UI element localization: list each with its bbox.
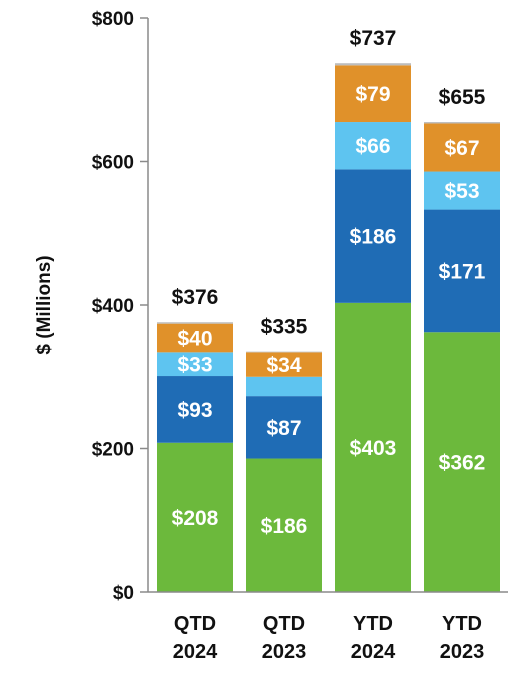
x-tick-label: 2023 bbox=[440, 641, 485, 663]
y-tick-label: $800 bbox=[92, 9, 134, 30]
y-tick-label: $400 bbox=[92, 296, 134, 317]
data-label: $403 bbox=[350, 437, 397, 460]
bar-segment bbox=[246, 376, 322, 397]
data-label: $53 bbox=[444, 180, 479, 203]
data-label: $87 bbox=[266, 417, 301, 440]
data-label: $34 bbox=[266, 354, 301, 377]
data-label: $67 bbox=[444, 137, 479, 160]
bar-segment bbox=[246, 352, 322, 377]
data-label: $362 bbox=[439, 452, 486, 475]
bar-segment bbox=[335, 169, 411, 303]
x-tick-label: YTD bbox=[353, 613, 393, 635]
bar-segment bbox=[424, 171, 500, 210]
x-tick-label: 2024 bbox=[173, 641, 218, 663]
x-tick-label: 2024 bbox=[351, 641, 396, 663]
bar-segment bbox=[157, 322, 233, 324]
bar-stack: $186 $87 $34 $335 bbox=[246, 316, 322, 592]
x-tick-label: QTD bbox=[263, 613, 305, 635]
data-label: $66 bbox=[355, 135, 390, 158]
bar-segment bbox=[157, 442, 233, 592]
data-label: $186 bbox=[261, 515, 308, 538]
bar-segment bbox=[424, 332, 500, 592]
bar-stack: $362 $171 $53 $67 $655 bbox=[424, 86, 500, 592]
data-label: $208 bbox=[172, 507, 219, 530]
bar-segment bbox=[335, 302, 411, 592]
total-label: $376 bbox=[172, 286, 219, 309]
bar-segment bbox=[335, 65, 411, 123]
data-label: $186 bbox=[350, 226, 397, 249]
bar-segment bbox=[246, 458, 322, 592]
y-axis-label: $ (Millions) bbox=[34, 255, 55, 354]
data-label: $33 bbox=[177, 354, 212, 377]
y-tick-label: $200 bbox=[92, 440, 134, 461]
y-tick-label: $600 bbox=[92, 153, 134, 174]
bars: $208$93$33$40$376$186$87$34$335$403$186$… bbox=[157, 27, 500, 592]
y-tick-label: $0 bbox=[113, 583, 134, 604]
total-label: $655 bbox=[439, 86, 486, 109]
bar-segment bbox=[335, 63, 411, 66]
total-label: $335 bbox=[261, 316, 308, 339]
data-label: $93 bbox=[177, 399, 212, 422]
data-label: $40 bbox=[177, 328, 212, 351]
total-label: $737 bbox=[350, 27, 397, 50]
bar-segment bbox=[424, 123, 500, 172]
data-label: $171 bbox=[439, 260, 486, 283]
x-tick-label: QTD bbox=[174, 613, 216, 635]
bar-segment bbox=[246, 351, 322, 353]
bar-segment bbox=[157, 376, 233, 443]
bar-segment bbox=[246, 396, 322, 459]
y-axis: $0 $200 $400 $600 $800 bbox=[92, 9, 149, 604]
y-axis-title: $ (Millions) bbox=[34, 255, 55, 354]
x-tick-label: YTD bbox=[442, 613, 482, 635]
bar-stack: $208 $93 $33 $40 $376 bbox=[157, 286, 233, 592]
bar-stack: $403 $186 $66 $79 $737 bbox=[335, 27, 411, 592]
x-axis: QTD 2024 QTD 2023 YTD 2024 YTD 2023 bbox=[148, 591, 508, 663]
bar-segment bbox=[424, 209, 500, 333]
data-label: $79 bbox=[355, 83, 390, 106]
bar-segment bbox=[424, 122, 500, 124]
bar-segment bbox=[157, 323, 233, 353]
x-tick-label: 2023 bbox=[262, 641, 307, 663]
bar-segment bbox=[157, 352, 233, 377]
bar-segment bbox=[335, 122, 411, 170]
